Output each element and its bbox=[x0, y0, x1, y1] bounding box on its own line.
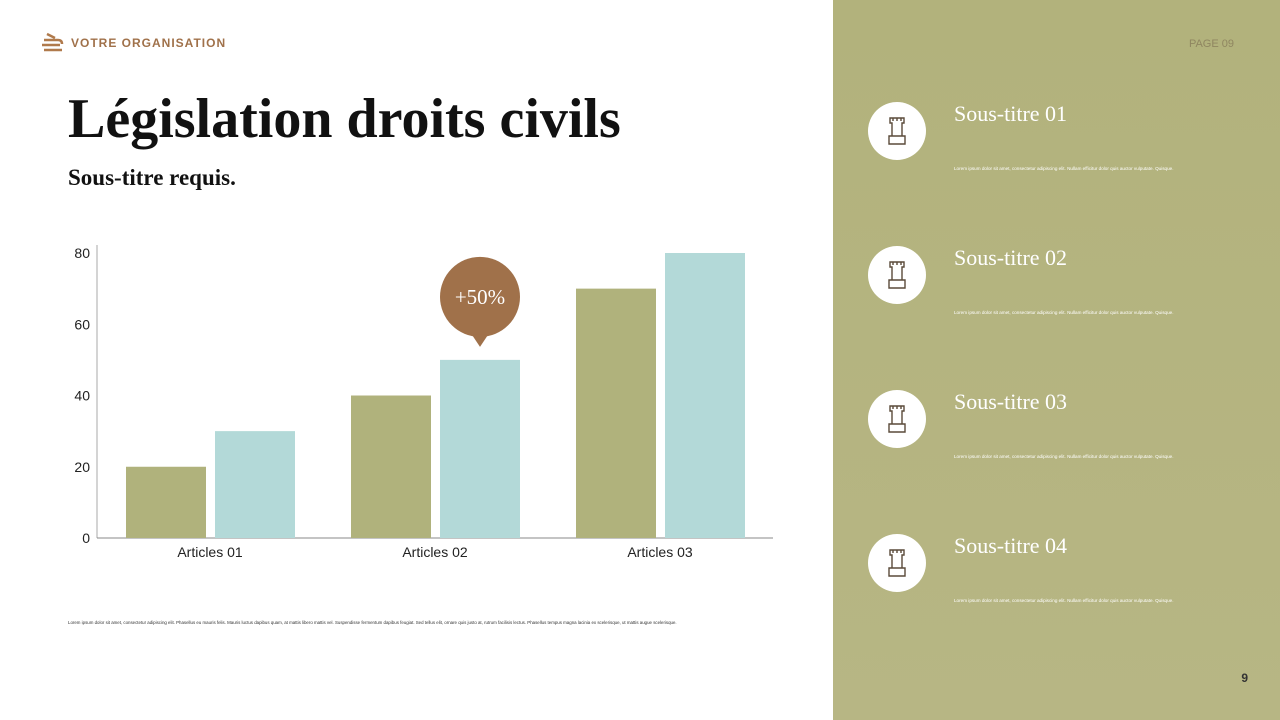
bar bbox=[440, 359, 520, 538]
logo bbox=[42, 32, 64, 52]
footnote: Lorem ipsum dolor sit amet, consectetur … bbox=[68, 620, 677, 625]
annotation-bubble bbox=[440, 256, 520, 337]
item-icon-circle bbox=[868, 534, 926, 592]
item-icon-circle bbox=[868, 102, 926, 160]
y-tick-label: 40 bbox=[74, 388, 90, 404]
item-text: Lorem ipsum dolor sit amet, consectetur … bbox=[954, 310, 1174, 315]
y-tick-label: 60 bbox=[74, 316, 90, 332]
bar bbox=[215, 431, 295, 538]
bar bbox=[576, 288, 656, 538]
bar bbox=[665, 253, 745, 538]
item-icon-circle bbox=[868, 246, 926, 304]
y-tick-label: 80 bbox=[74, 245, 90, 261]
subtitle: Sous-titre requis. bbox=[68, 165, 236, 190]
item-text: Lorem ipsum dolor sit amet, consectetur … bbox=[954, 166, 1174, 171]
item-icon-circle bbox=[868, 390, 926, 448]
x-tick-label: Articles 02 bbox=[402, 544, 468, 560]
bar bbox=[351, 395, 431, 538]
bar bbox=[126, 466, 206, 538]
title: Législation droits civils bbox=[68, 88, 621, 150]
item-title: Sous-titre 03 bbox=[954, 389, 1067, 414]
item-text: Lorem ipsum dolor sit amet, consectetur … bbox=[954, 454, 1174, 459]
item-icon bbox=[888, 405, 906, 433]
item-icon bbox=[888, 261, 906, 289]
item-text: Lorem ipsum dolor sit amet, consectetur … bbox=[954, 598, 1174, 603]
x-tick-label: Articles 03 bbox=[627, 544, 693, 560]
organisation: VOTRE ORGANISATION bbox=[71, 36, 226, 50]
y-tick-label: 0 bbox=[82, 530, 90, 546]
y-tick-label: 20 bbox=[74, 459, 90, 475]
item-icon bbox=[888, 549, 906, 577]
item-icon bbox=[888, 117, 906, 145]
annotation: +50% bbox=[455, 285, 505, 309]
item-title: Sous-titre 02 bbox=[954, 245, 1067, 270]
item-title: Sous-titre 01 bbox=[954, 101, 1067, 126]
page-label: PAGE 09 bbox=[1189, 38, 1234, 50]
page-number: 9 bbox=[1241, 671, 1248, 685]
item-title: Sous-titre 04 bbox=[954, 533, 1067, 558]
x-tick-label: Articles 01 bbox=[177, 544, 243, 560]
annotation-pointer bbox=[472, 334, 488, 347]
